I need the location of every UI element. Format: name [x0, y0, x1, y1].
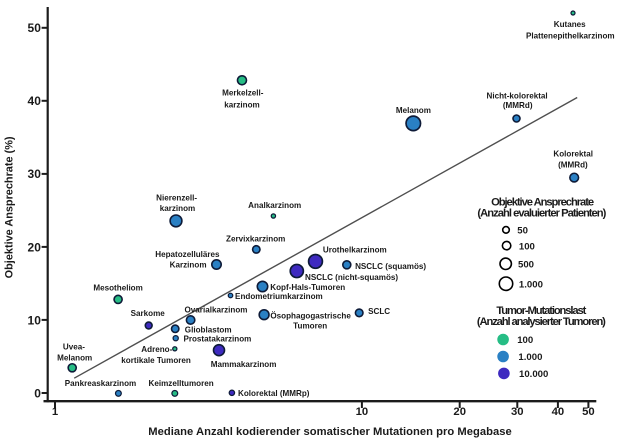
svg-text:Uvea-: Uvea-	[63, 343, 85, 352]
svg-text:100: 100	[517, 335, 533, 346]
svg-text:10: 10	[356, 406, 369, 418]
svg-text:Mediane Anzahl kodierender som: Mediane Anzahl kodierender somatischer M…	[148, 426, 512, 438]
svg-text:100: 100	[519, 241, 535, 252]
svg-text:Objektive Ansprechrate: Objektive Ansprechrate	[491, 196, 594, 208]
svg-text:Nierenzell-: Nierenzell-	[156, 193, 197, 202]
svg-text:Zervixkarzinom: Zervixkarzinom	[226, 235, 285, 244]
svg-text:30: 30	[28, 167, 42, 181]
svg-text:SCLC: SCLC	[368, 307, 390, 316]
svg-text:Melanom: Melanom	[396, 106, 431, 115]
svg-text:Prostatakarzinom: Prostatakarzinom	[183, 334, 251, 343]
svg-text:Tumoren: Tumoren	[293, 321, 327, 330]
svg-text:Karzinom: Karzinom	[170, 261, 207, 270]
svg-text:Kolorektal (MMRp): Kolorektal (MMRp)	[238, 389, 310, 398]
svg-text:1.000: 1.000	[519, 279, 543, 290]
svg-text:10.000: 10.000	[519, 369, 548, 380]
svg-text:Pankreaskarzinom: Pankreaskarzinom	[65, 379, 137, 388]
svg-text:Mammakarzinom: Mammakarzinom	[211, 360, 277, 369]
svg-text:Nicht-kolorektal: Nicht-kolorektal	[487, 92, 548, 101]
svg-text:Sarkome: Sarkome	[131, 309, 166, 318]
svg-text:50: 50	[517, 226, 528, 237]
svg-text:500: 500	[518, 260, 534, 271]
svg-text:Glioblastom: Glioblastom	[185, 326, 232, 335]
svg-text:Kutanes: Kutanes	[554, 20, 586, 29]
svg-text:Kopf-Hals-Tumoren: Kopf-Hals-Tumoren	[270, 283, 345, 292]
svg-text:NSCLC (squamös): NSCLC (squamös)	[355, 262, 426, 271]
svg-text:Endometriumkarzinom: Endometriumkarzinom	[235, 292, 323, 301]
svg-text:Mesotheliom: Mesotheliom	[93, 283, 142, 292]
svg-text:30: 30	[511, 406, 524, 418]
svg-text:1: 1	[52, 406, 58, 418]
svg-text:Keimzelltumoren: Keimzelltumoren	[148, 379, 213, 388]
svg-text:1.000: 1.000	[518, 352, 542, 363]
svg-text:Melanom: Melanom	[57, 353, 92, 362]
svg-text:40: 40	[552, 406, 565, 418]
svg-text:Adreno-: Adreno-	[141, 345, 172, 354]
svg-text:(Anzahl evaluierter Patienten): (Anzahl evaluierter Patienten)	[477, 207, 606, 219]
svg-text:(MMRd): (MMRd)	[558, 161, 588, 170]
svg-text:50: 50	[28, 21, 42, 35]
svg-text:Tumor-Mutationslast: Tumor-Mutationslast	[496, 305, 586, 317]
svg-text:Plattenepithelkarzinom: Plattenepithelkarzinom	[526, 32, 615, 41]
svg-text:Analkarzinom: Analkarzinom	[248, 201, 301, 210]
svg-text:50: 50	[582, 406, 595, 418]
svg-text:20: 20	[28, 240, 42, 254]
svg-text:karzinom: karzinom	[160, 204, 196, 213]
svg-text:40: 40	[28, 94, 42, 108]
svg-text:Hepatozelluläres: Hepatozelluläres	[155, 250, 220, 259]
svg-text:(MMRd): (MMRd)	[503, 101, 533, 110]
svg-text:kortikale Tumoren: kortikale Tumoren	[121, 356, 191, 365]
svg-text:0: 0	[34, 386, 41, 400]
svg-text:Ovarialkarzinom: Ovarialkarzinom	[185, 305, 248, 314]
svg-text:Merkelzell-: Merkelzell-	[222, 89, 264, 98]
svg-text:(Anzahl analysierter Tumoren): (Anzahl analysierter Tumoren)	[477, 316, 606, 328]
svg-text:Objektive Ansprechrate (%): Objektive Ansprechrate (%)	[4, 136, 16, 278]
svg-text:karzinom: karzinom	[224, 101, 260, 110]
svg-text:Ösophagogastrische: Ösophagogastrische	[270, 311, 351, 320]
svg-text:20: 20	[453, 406, 466, 418]
svg-text:10: 10	[28, 313, 42, 327]
svg-text:Urothelkarzinom: Urothelkarzinom	[323, 246, 387, 255]
svg-text:Kolorektal: Kolorektal	[553, 150, 593, 159]
svg-text:NSCLC (nicht-squamös): NSCLC (nicht-squamös)	[305, 273, 398, 282]
